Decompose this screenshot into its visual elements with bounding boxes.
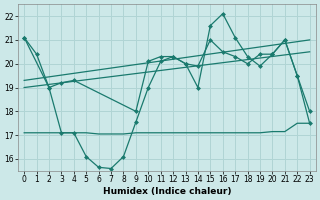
- X-axis label: Humidex (Indice chaleur): Humidex (Indice chaleur): [103, 187, 231, 196]
